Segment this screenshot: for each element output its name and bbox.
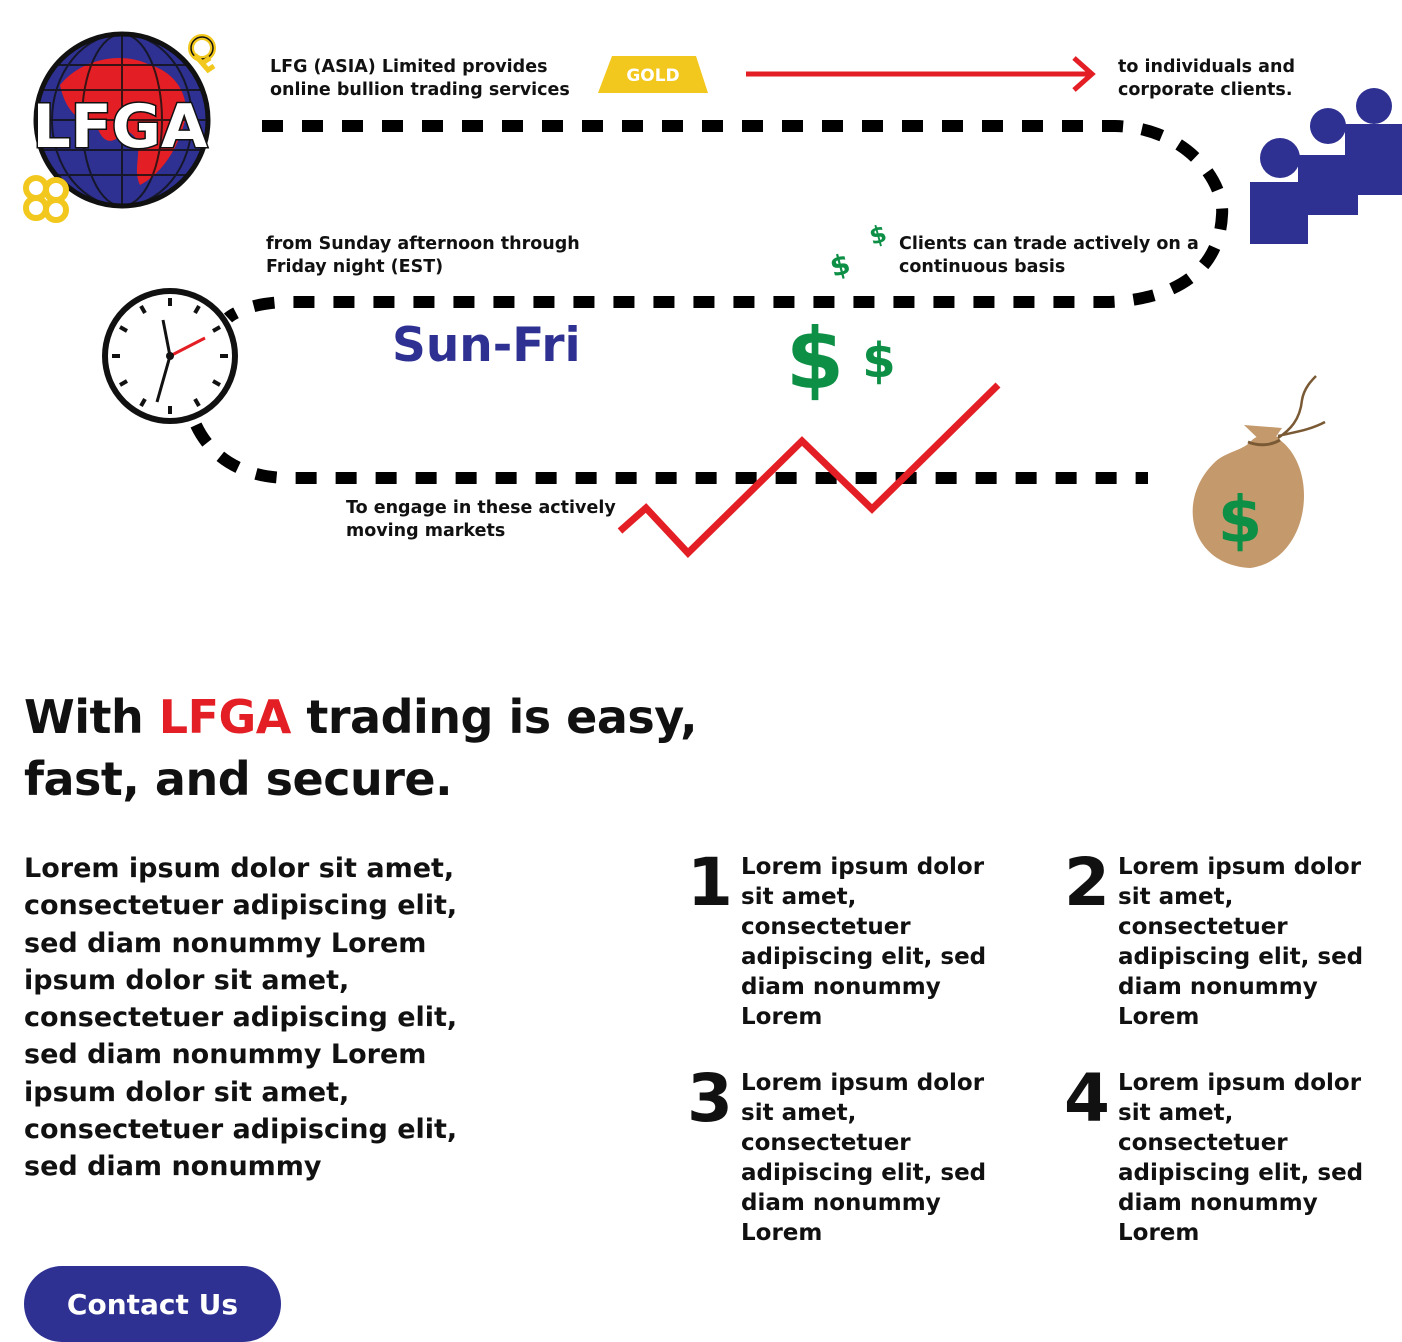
step-number: 2	[1064, 844, 1110, 921]
trend-line-icon	[617, 382, 1001, 559]
step-text: Lorem ipsum dolor sit amet, consectetuer…	[1118, 854, 1364, 1030]
continuous-text: Clients can trade actively on a continuo…	[899, 234, 1199, 277]
step-text: Lorem ipsum dolor sit amet, consectetuer…	[1118, 1070, 1364, 1246]
logo-text: LFGA	[33, 92, 208, 162]
key-icon	[188, 34, 216, 74]
headline: With LFGA trading is easy, fast, and sec…	[24, 686, 724, 810]
money-bag-icon: $	[1192, 375, 1326, 568]
step-item: 4 Lorem ipsum dolor sit amet, consectetu…	[1064, 1060, 1363, 1268]
step-item: 3 Lorem ipsum dolor sit amet, consectetu…	[687, 1060, 986, 1268]
money-bag-dollar-icon: $	[1218, 484, 1263, 558]
step-text: Lorem ipsum dolor sit amet, consectetuer…	[741, 854, 987, 1030]
dollar-sign-icon: $	[826, 247, 853, 284]
step-item: 2 Lorem ipsum dolor sit amet, consectetu…	[1064, 844, 1363, 1052]
days-label: Sun-Fri	[392, 318, 581, 373]
step-text: Lorem ipsum dolor sit amet, consectetuer…	[741, 1070, 987, 1246]
dollar-sign-icon: $	[786, 310, 844, 408]
step-number: 4	[1064, 1060, 1110, 1137]
hours-text: from Sunday afternoon through Friday nig…	[266, 234, 580, 277]
logo-88-icon	[23, 175, 69, 223]
arrow-right-icon	[746, 56, 1096, 92]
headline-brand: LFGA	[158, 690, 292, 744]
clients-text: to individuals and corporate clients.	[1118, 57, 1295, 100]
globe-logo-icon	[33, 31, 211, 209]
headline-prefix: With	[24, 690, 144, 744]
headline-rest: trading is easy, fast, and secure.	[24, 690, 698, 806]
step-number: 1	[687, 844, 733, 921]
contact-us-button[interactable]: Contact Us	[24, 1266, 281, 1342]
gold-bar-icon: GOLD	[598, 56, 708, 93]
step-number: 3	[687, 1060, 733, 1137]
dashed-flow-path	[190, 120, 1229, 484]
markets-text: To engage in these actively moving marke…	[346, 498, 616, 541]
step-item: 1 Lorem ipsum dolor sit amet, consectetu…	[687, 844, 986, 1052]
people-icon	[1250, 88, 1402, 244]
dollar-sign-icon: $	[862, 333, 895, 389]
flow-graphic: LFGA GOLD	[23, 31, 1402, 568]
dollar-sign-icon: $	[866, 219, 889, 250]
clock-icon	[102, 288, 238, 424]
gold-bar-label: GOLD	[626, 66, 679, 86]
provider-text: LFG (ASIA) Limited provides online bulli…	[270, 57, 570, 100]
body-paragraph: Lorem ipsum dolor sit amet, consectetuer…	[24, 853, 458, 1183]
